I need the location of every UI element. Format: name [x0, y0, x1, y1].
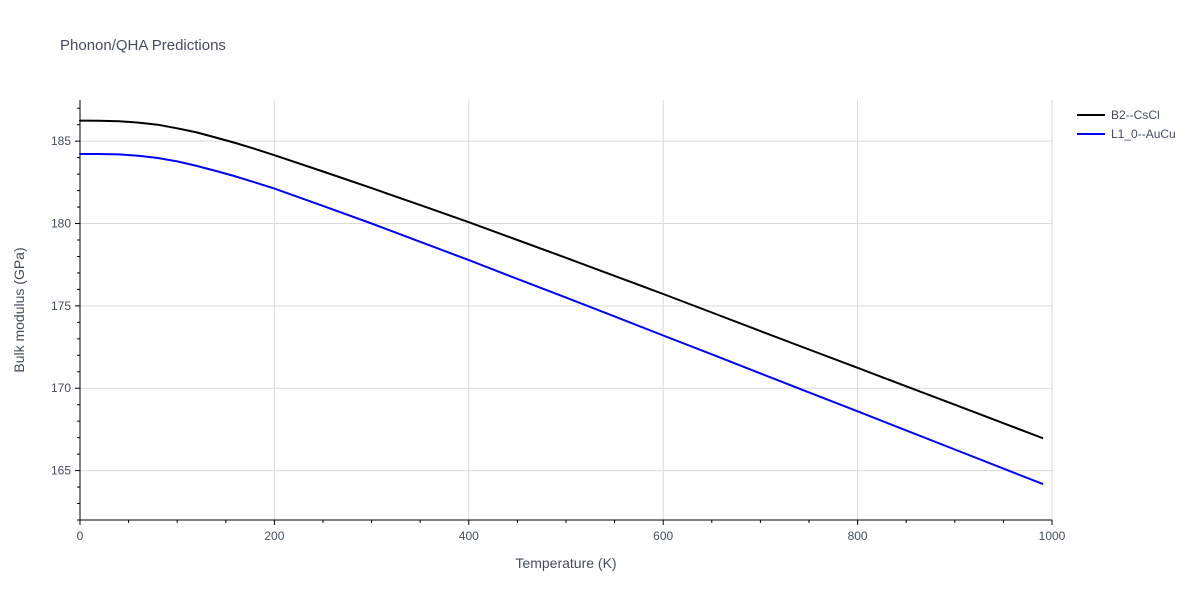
ticks: 0 200 400 600 800 1000 165 170 175 180 185 [51, 107, 1066, 543]
series-line-1 [79, 119, 1044, 439]
legend[interactable]: B2--CsCl L1_0--AuCu [1077, 108, 1176, 141]
series-lines [79, 119, 1044, 485]
x-tick-label: 0 [77, 529, 84, 543]
y-tick-label: 185 [51, 134, 71, 148]
x-axis-title: Temperature (K) [515, 555, 616, 571]
y-tick-label: 180 [51, 217, 71, 231]
y-tick-label: 175 [51, 299, 71, 313]
legend-label: B2--CsCl [1111, 108, 1160, 122]
legend-item-2[interactable]: L1_0--AuCu [1077, 127, 1176, 141]
series-line-2 [79, 153, 1044, 485]
axes [79, 100, 1052, 521]
grid [80, 100, 1053, 520]
x-tick-label: 600 [653, 529, 673, 543]
y-tick-label: 170 [51, 381, 71, 395]
x-tick-label: 200 [264, 529, 284, 543]
chart-title: Phonon/QHA Predictions [60, 37, 226, 54]
x-tick-label: 800 [848, 529, 868, 543]
y-tick-label: 165 [51, 464, 71, 478]
legend-label: L1_0--AuCu [1111, 127, 1176, 141]
x-tick-label: 1000 [1039, 529, 1066, 543]
y-axis-title: Bulk modulus (GPa) [11, 247, 27, 372]
legend-item-1[interactable]: B2--CsCl [1077, 108, 1160, 122]
x-tick-label: 400 [459, 529, 479, 543]
